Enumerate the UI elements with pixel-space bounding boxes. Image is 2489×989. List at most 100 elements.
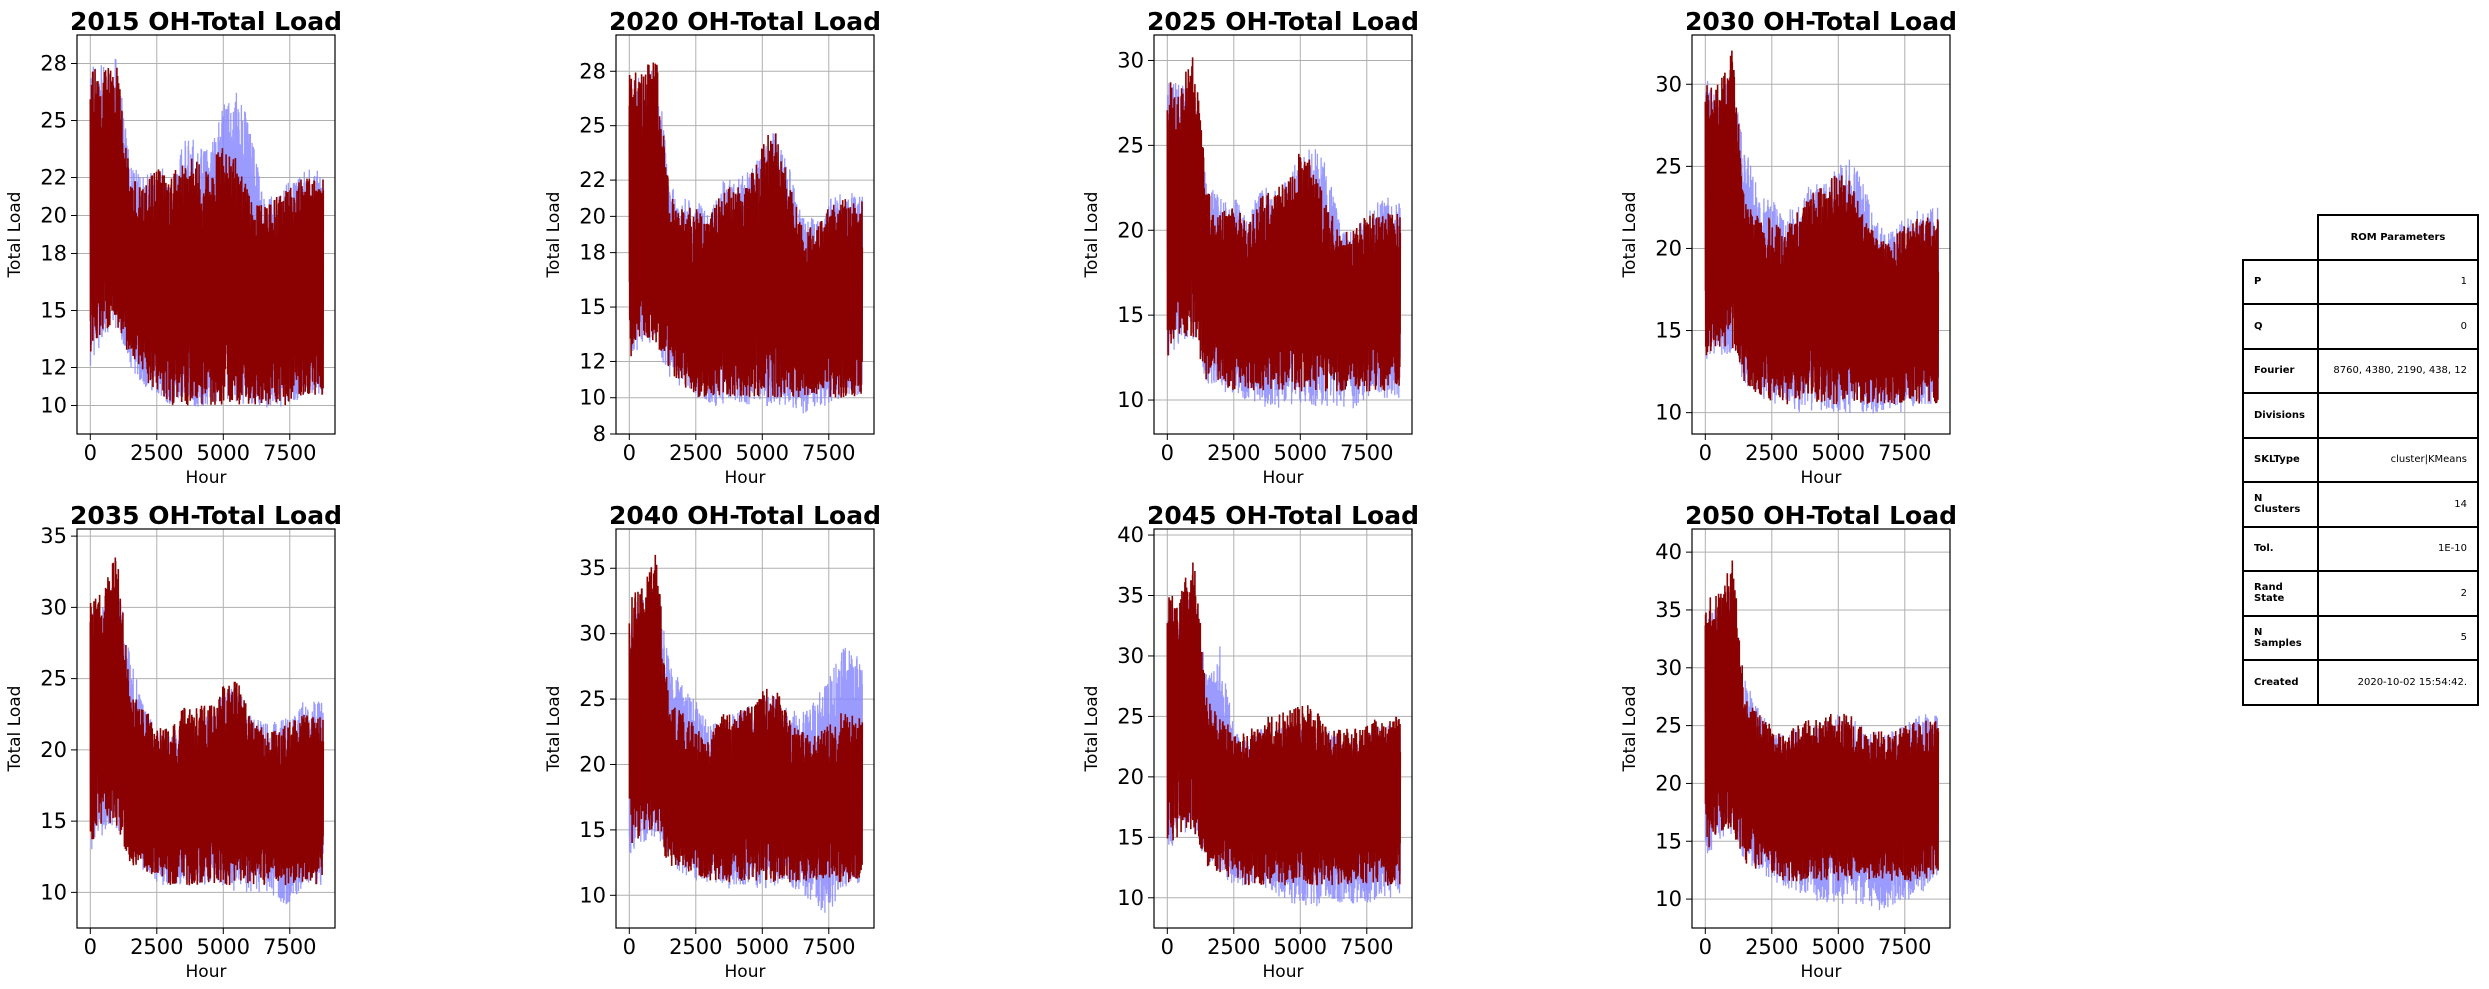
y-tick-label: 22 bbox=[579, 168, 606, 192]
y-tick-label: 15 bbox=[579, 295, 606, 319]
rom-row-key: Created bbox=[2242, 659, 2319, 706]
y-tick-label: 15 bbox=[1117, 825, 1144, 849]
y-axis-label: Total Load bbox=[1082, 686, 1102, 773]
y-tick-label: 15 bbox=[1117, 303, 1144, 327]
rom-row-value: 14 bbox=[2317, 481, 2479, 528]
chart-title: 2025 OH-Total Load bbox=[1147, 7, 1419, 36]
y-axis-label: Total Load bbox=[5, 192, 25, 279]
y-tick-label: 12 bbox=[579, 349, 606, 373]
x-tick-label: 7500 bbox=[263, 935, 316, 959]
series-line-rom bbox=[1166, 562, 1402, 886]
x-tick-label: 7500 bbox=[263, 441, 316, 465]
y-tick-label: 25 bbox=[579, 687, 606, 711]
y-tick-label: 30 bbox=[1117, 644, 1144, 668]
x-tick-label: 2500 bbox=[669, 935, 722, 959]
y-tick-label: 25 bbox=[579, 114, 606, 138]
series-line-rom bbox=[1166, 57, 1402, 392]
chart-title: 2030 OH-Total Load bbox=[1685, 7, 1957, 36]
y-tick-label: 35 bbox=[579, 556, 606, 580]
x-tick-label: 7500 bbox=[1878, 441, 1931, 465]
rom-row-value: 0 bbox=[2317, 303, 2479, 350]
axes-frame bbox=[76, 34, 336, 435]
rom-table-row: N Clusters 14 bbox=[2242, 481, 2479, 528]
rom-row-key: Rand State bbox=[2242, 570, 2319, 617]
y-tick-label: 10 bbox=[579, 386, 606, 410]
x-tick-label: 2500 bbox=[669, 441, 722, 465]
y-tick-label: 15 bbox=[579, 818, 606, 842]
x-axis-label: Hour bbox=[1801, 468, 1842, 488]
x-tick-label: 0 bbox=[1161, 441, 1174, 465]
rom-table-row: Fourier 8760, 4380, 2190, 438, 12 bbox=[2242, 347, 2479, 394]
x-tick-label: 2500 bbox=[1207, 935, 1260, 959]
y-tick-label: 30 bbox=[1655, 72, 1682, 96]
y-tick-label: 18 bbox=[579, 241, 606, 265]
x-tick-label: 5000 bbox=[1274, 441, 1327, 465]
y-tick-label: 30 bbox=[1117, 48, 1144, 72]
y-tick-label: 20 bbox=[40, 738, 67, 762]
rom-table-row: SKLType cluster|KMeans bbox=[2242, 436, 2479, 483]
x-axis-label: Hour bbox=[725, 962, 766, 982]
y-tick-label: 30 bbox=[40, 595, 67, 619]
x-tick-label: 5000 bbox=[1274, 935, 1327, 959]
y-tick-label: 40 bbox=[1655, 540, 1682, 564]
chart-title: 2045 OH-Total Load bbox=[1147, 501, 1419, 530]
y-tick-label: 15 bbox=[40, 809, 67, 833]
rom-table-row: Rand State 2 bbox=[2242, 570, 2479, 617]
y-tick-label: 10 bbox=[579, 883, 606, 907]
chart-title: 2050 OH-Total Load bbox=[1685, 501, 1957, 530]
y-tick-label: 10 bbox=[1655, 401, 1682, 425]
y-tick-label: 18 bbox=[40, 242, 67, 266]
rom-row-value: 2020-10-02 15:54:42. bbox=[2317, 659, 2479, 706]
y-tick-label: 30 bbox=[579, 622, 606, 646]
y-tick-label: 35 bbox=[1655, 598, 1682, 622]
y-tick-label: 15 bbox=[40, 299, 67, 323]
x-tick-label: 7500 bbox=[1340, 935, 1393, 959]
x-tick-label: 5000 bbox=[197, 441, 250, 465]
axes-frame bbox=[1691, 528, 1951, 929]
y-tick-label: 20 bbox=[40, 204, 67, 228]
y-tick-label: 20 bbox=[1117, 765, 1144, 789]
chart-title: 2040 OH-Total Load bbox=[609, 501, 881, 530]
y-axis-label: Total Load bbox=[544, 686, 564, 773]
y-tick-label: 35 bbox=[40, 524, 67, 548]
rom-table-header-row: ROM Parameters bbox=[2243, 214, 2479, 261]
y-tick-label: 20 bbox=[579, 752, 606, 776]
y-tick-label: 10 bbox=[1117, 388, 1144, 412]
series-line-rom bbox=[628, 62, 864, 398]
y-axis-label: Total Load bbox=[5, 686, 25, 773]
rom-row-value: 5 bbox=[2317, 614, 2479, 661]
x-tick-label: 2500 bbox=[130, 441, 183, 465]
x-axis-label: Hour bbox=[725, 468, 766, 488]
rom-table-row: N Samples 5 bbox=[2242, 614, 2479, 661]
x-axis-label: Hour bbox=[1263, 962, 1304, 982]
y-tick-label: 25 bbox=[1117, 133, 1144, 157]
x-tick-label: 7500 bbox=[802, 935, 855, 959]
y-axis-label: Total Load bbox=[1620, 686, 1640, 773]
x-tick-label: 5000 bbox=[1812, 935, 1865, 959]
rom-row-value: 1 bbox=[2317, 258, 2479, 305]
x-tick-label: 2500 bbox=[130, 935, 183, 959]
y-tick-label: 25 bbox=[1655, 154, 1682, 178]
x-tick-label: 0 bbox=[84, 935, 97, 959]
subplot: 0 2500 5000 7500 10 15 20 25 30 35 2040 OH-Total L… bbox=[544, 501, 881, 982]
x-axis-label: Hour bbox=[186, 468, 227, 488]
x-tick-label: 5000 bbox=[197, 935, 250, 959]
rom-table-row: Created 2020-10-02 15:54:42. bbox=[2242, 659, 2479, 706]
subplot: 0 2500 5000 7500 10 15 20 25 30 2030 OH-Total Loa… bbox=[1620, 7, 1957, 488]
y-tick-label: 20 bbox=[579, 204, 606, 228]
rom-row-value: 1E-10 bbox=[2317, 525, 2479, 572]
series-line-rom bbox=[89, 557, 325, 886]
rom-table-corner bbox=[2243, 215, 2319, 261]
y-tick-label: 10 bbox=[40, 880, 67, 904]
y-tick-label: 20 bbox=[1117, 218, 1144, 242]
y-tick-label: 25 bbox=[1655, 714, 1682, 738]
x-tick-label: 5000 bbox=[736, 935, 789, 959]
series-line-rom bbox=[89, 67, 325, 406]
series-line-rom bbox=[1704, 50, 1940, 405]
rom-row-key: N Samples bbox=[2242, 614, 2319, 661]
x-tick-label: 2500 bbox=[1207, 441, 1260, 465]
y-tick-label: 10 bbox=[40, 394, 67, 418]
